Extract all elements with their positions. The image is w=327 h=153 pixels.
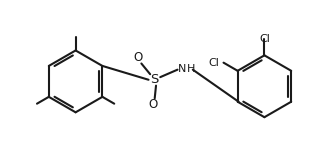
Text: Cl: Cl xyxy=(259,34,270,44)
Text: O: O xyxy=(133,51,143,64)
Text: N: N xyxy=(178,64,186,74)
Text: O: O xyxy=(148,98,158,111)
Text: S: S xyxy=(150,73,159,86)
Text: H: H xyxy=(187,64,195,74)
Text: Cl: Cl xyxy=(208,58,219,68)
